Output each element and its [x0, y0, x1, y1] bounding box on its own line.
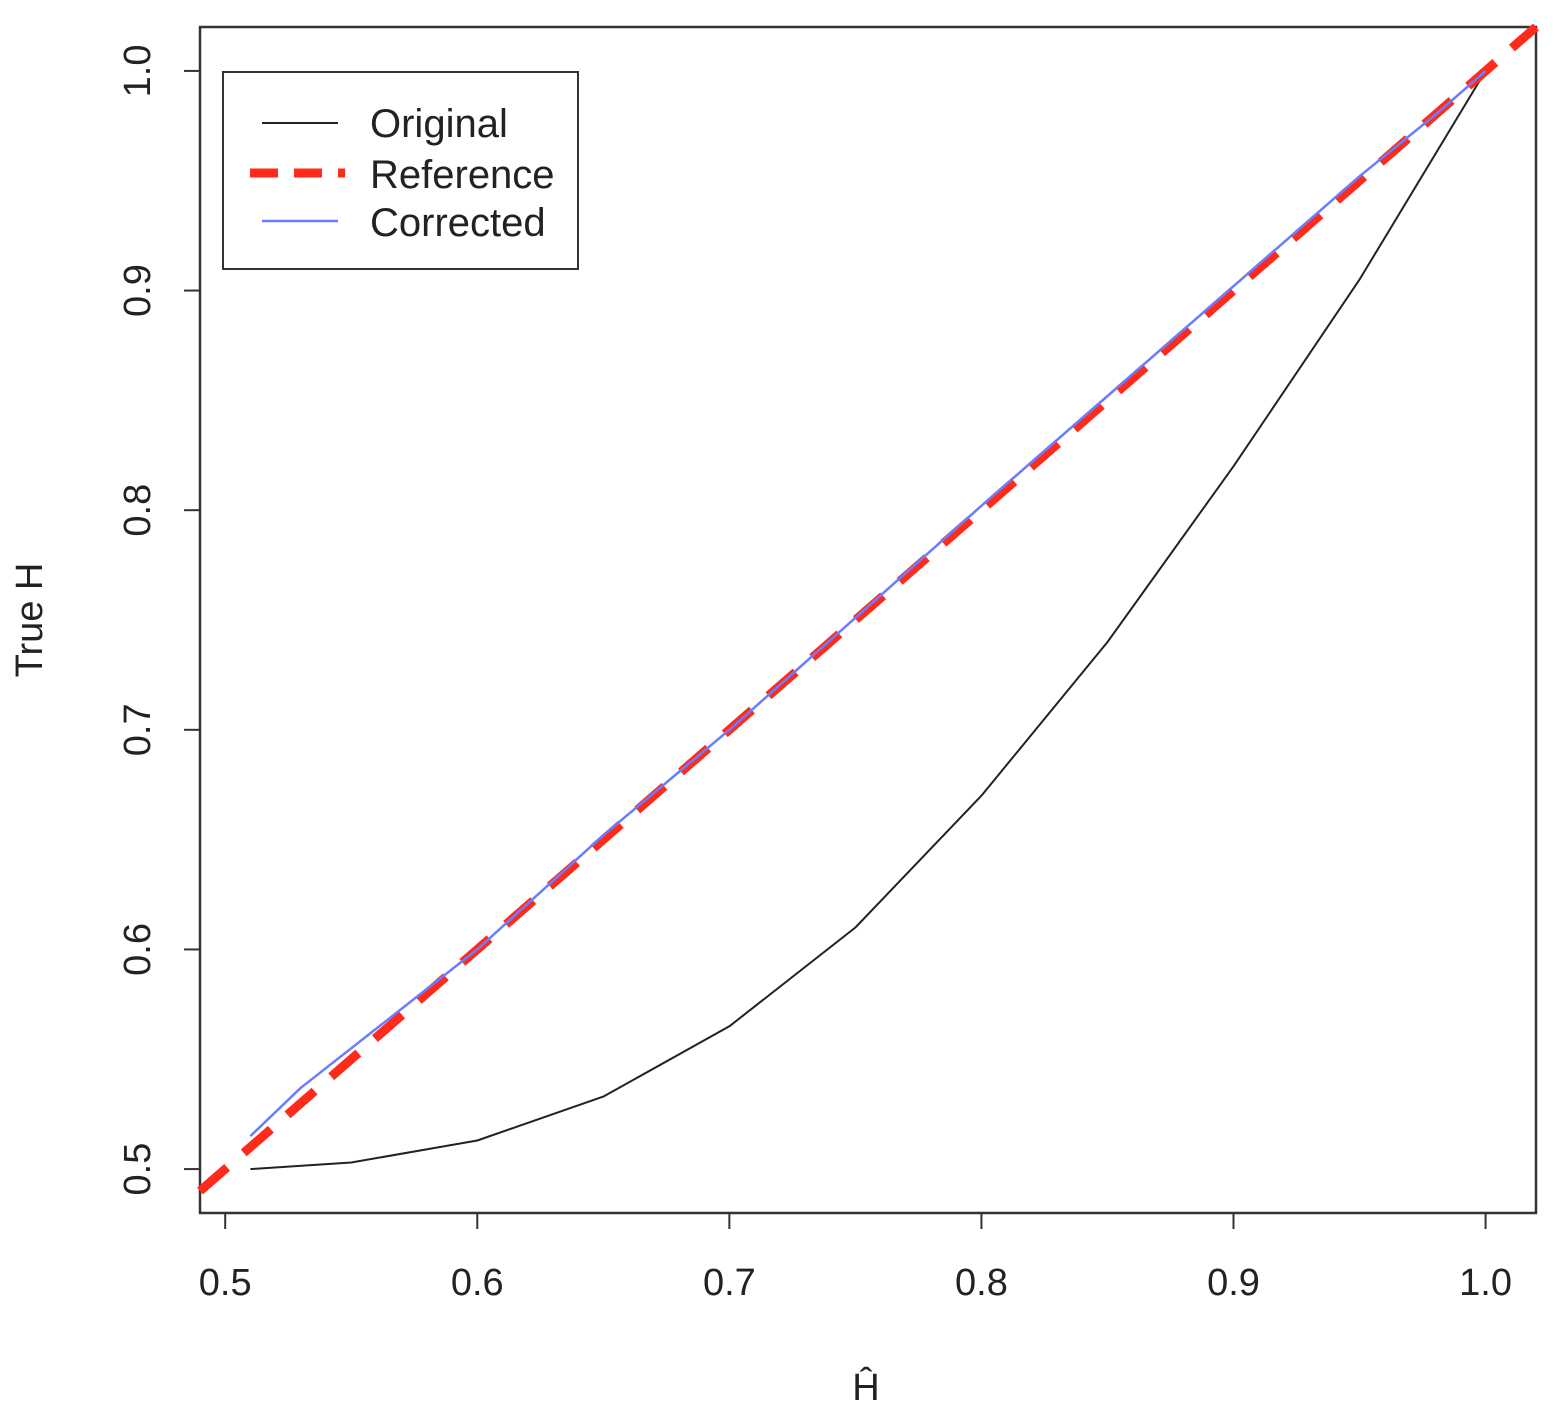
x-tick-label: 0.9: [1207, 1262, 1260, 1304]
x-tick-label: 1.0: [1459, 1262, 1512, 1304]
x-tick-label: 0.6: [451, 1262, 504, 1304]
x-axis-label: Ĥ: [852, 1366, 879, 1409]
legend: Original Reference Corrected: [222, 71, 579, 270]
y-axis-label: True H: [9, 563, 51, 678]
x-tick-label: 0.7: [703, 1262, 756, 1304]
series-line-original: [250, 70, 1487, 1171]
y-tick-label: 0.5: [117, 1143, 159, 1196]
y-tick-label: 0.8: [117, 484, 159, 537]
legend-label-reference: Reference: [370, 153, 555, 197]
x-axis: 0.5 0.6 0.7 0.8 0.9 1.0: [199, 1212, 1512, 1304]
legend-label-corrected: Corrected: [370, 201, 546, 245]
y-tick-label: 1.0: [117, 45, 159, 98]
legend-box: [222, 71, 579, 270]
y-tick-label: 0.9: [117, 264, 159, 317]
y-tick-label: 0.7: [117, 703, 159, 756]
y-axis: 0.5 0.6 0.7 0.8 0.9 1.0: [117, 45, 201, 1196]
x-tick-label: 0.5: [199, 1262, 252, 1304]
y-tick-label: 0.6: [117, 923, 159, 976]
legend-label-original: Original: [370, 102, 508, 146]
x-tick-label: 0.8: [955, 1262, 1008, 1304]
series-line-corrected: [249, 69, 1487, 1138]
series-line-reference: [197, 23, 1539, 1195]
series-layer: [197, 23, 1539, 1195]
